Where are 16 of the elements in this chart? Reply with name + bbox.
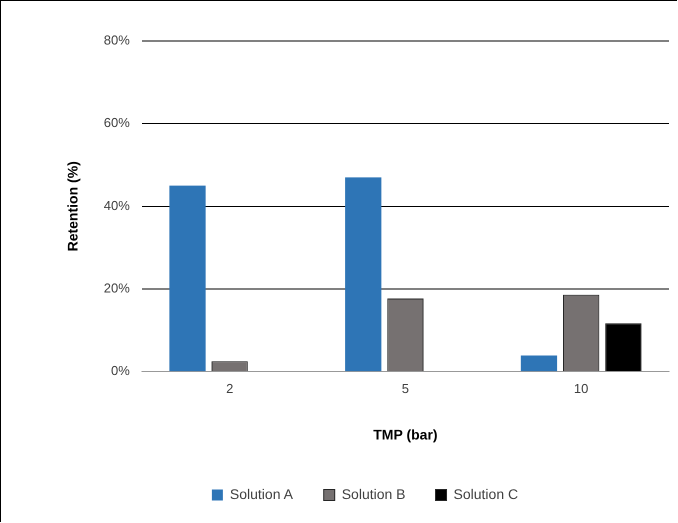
y-tick-label: 80% xyxy=(104,32,130,48)
y-tick-label: 20% xyxy=(104,280,130,296)
x-tick-label: 2 xyxy=(226,380,234,396)
bar xyxy=(169,186,206,372)
x-axis-title: TMP (bar) xyxy=(373,426,438,442)
bar xyxy=(345,177,382,372)
y-tick-label: 40% xyxy=(104,198,130,213)
x-tick-label: 5 xyxy=(402,380,410,396)
bar xyxy=(520,355,558,372)
legend-label: Solution C xyxy=(454,486,518,502)
legend-label: Solution B xyxy=(342,486,406,502)
y-axis-title: Retention (%) xyxy=(64,161,80,252)
y-tick-label: 0% xyxy=(111,363,130,378)
y-tick-label: 60% xyxy=(104,115,130,130)
x-tick-label: 10 xyxy=(574,380,588,396)
legend-label: Solution A xyxy=(230,486,294,502)
